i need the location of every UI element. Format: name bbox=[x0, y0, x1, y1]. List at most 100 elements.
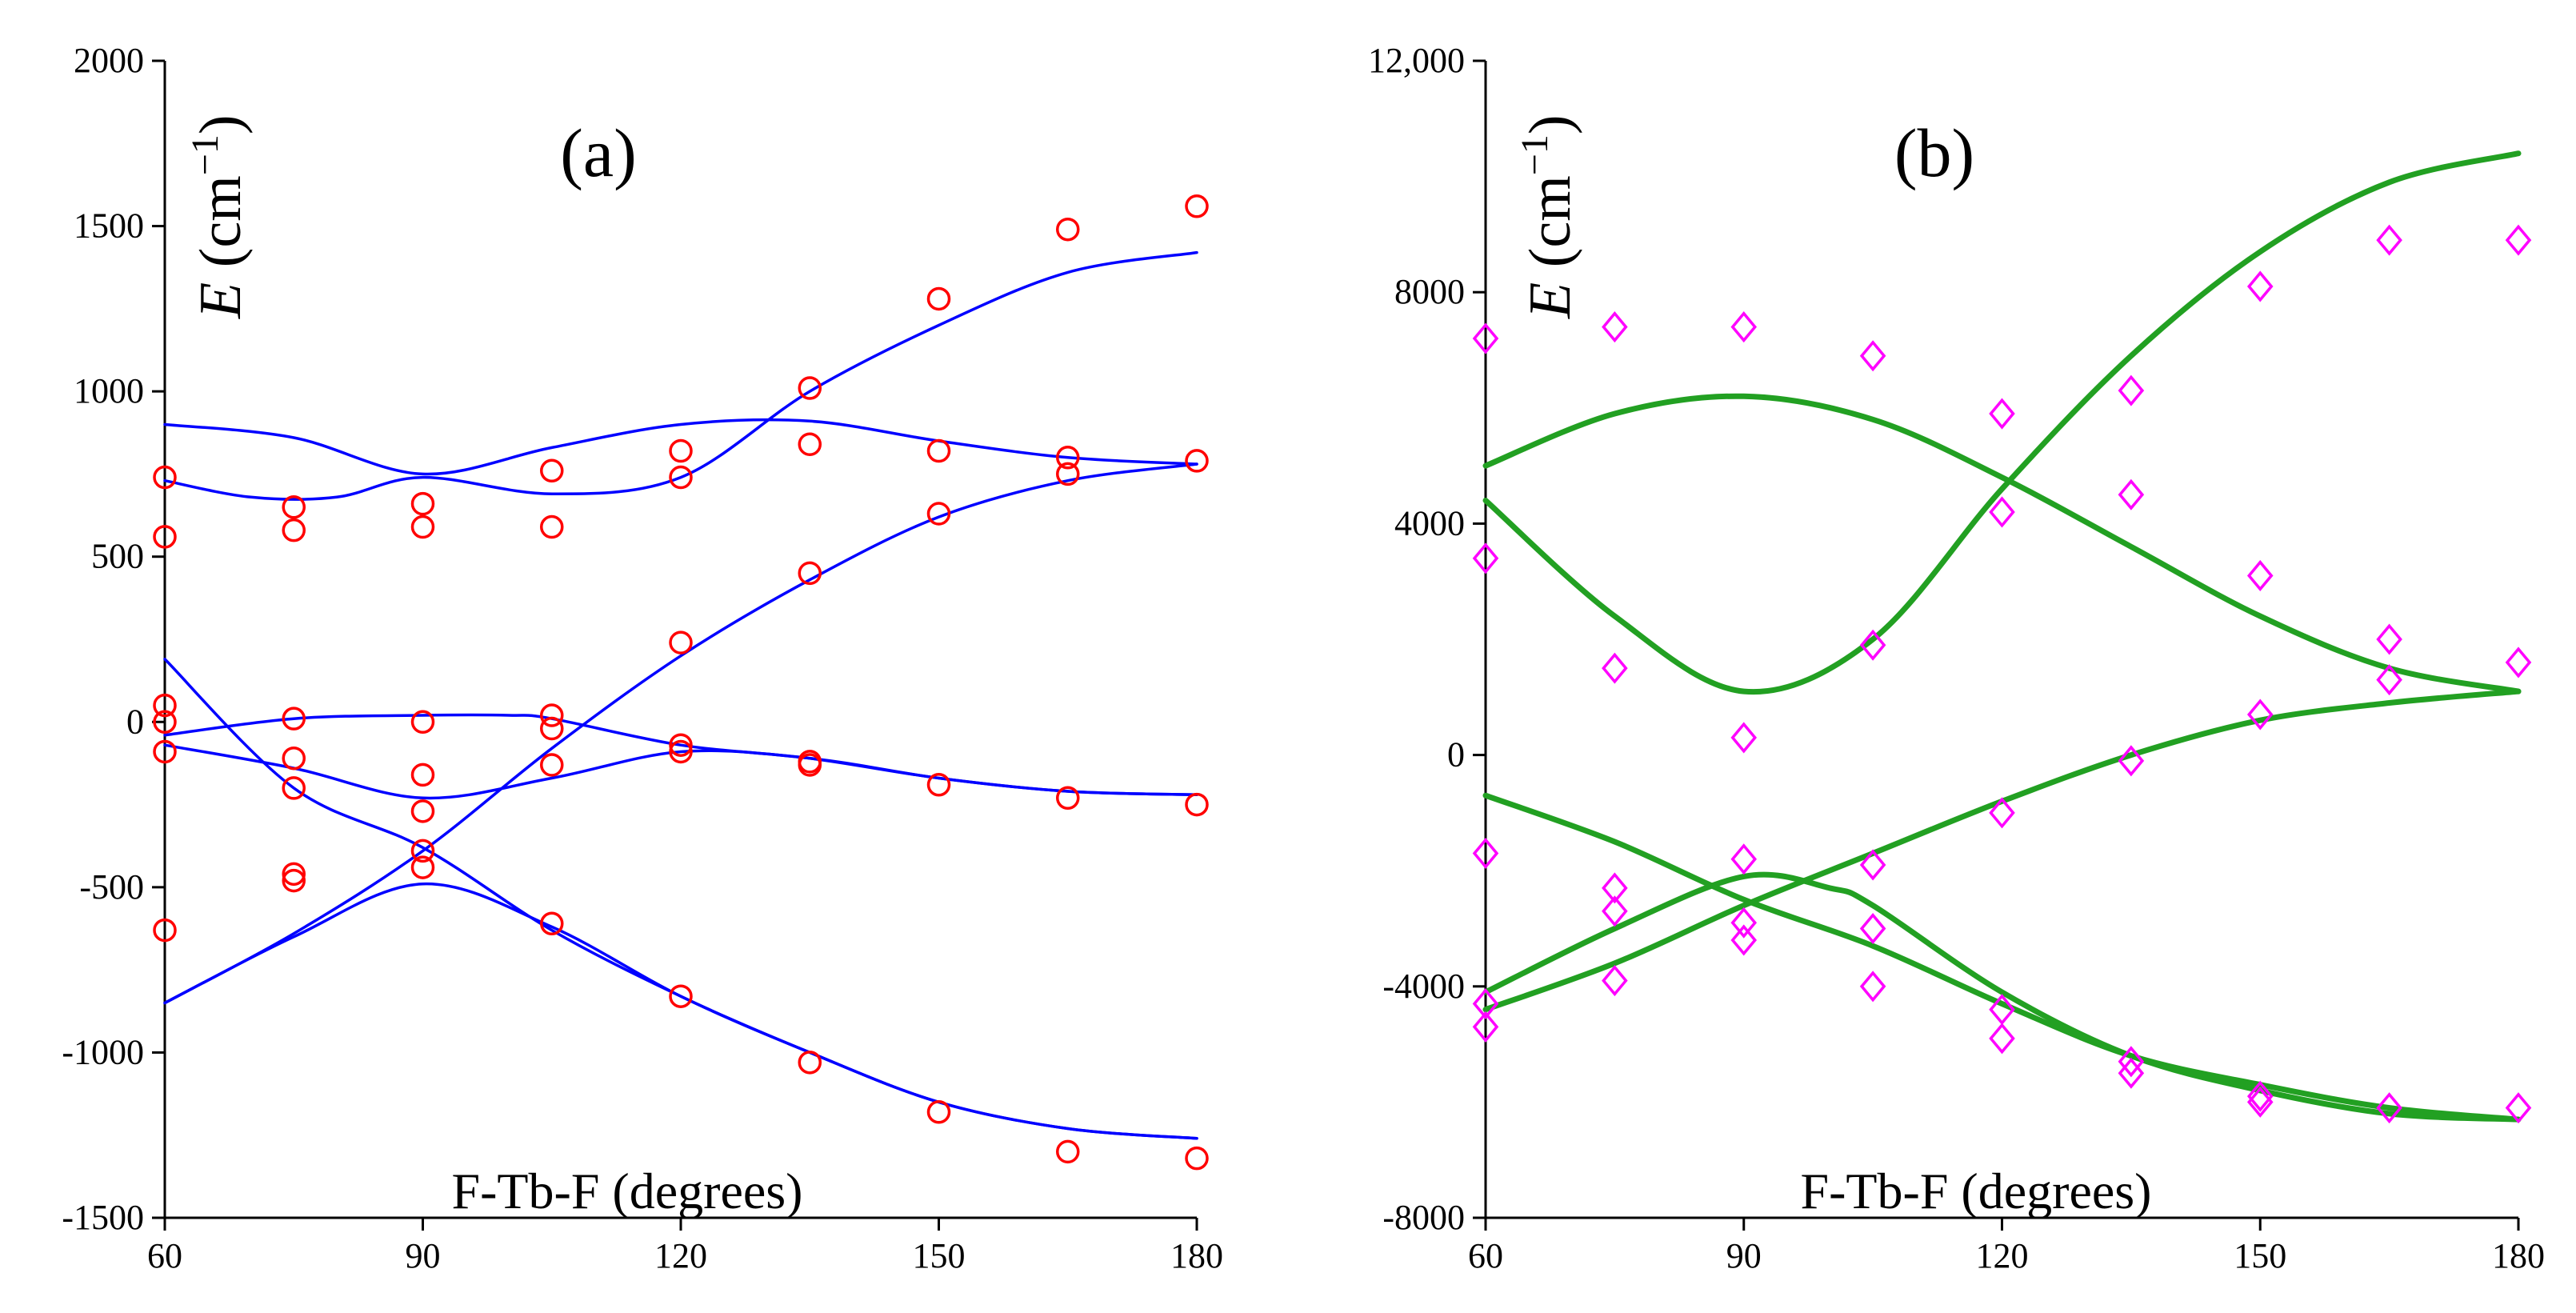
panel-b-data-point bbox=[2246, 1086, 2274, 1118]
panel-b-data-point bbox=[1472, 542, 1499, 574]
panel-b-data-point bbox=[2376, 1092, 2402, 1124]
panel-a-data-point bbox=[540, 716, 564, 741]
panel-a-series-line-1 bbox=[163, 418, 1198, 476]
panel-b-data-point bbox=[2118, 478, 2145, 510]
panel-b-data-point bbox=[1989, 797, 2015, 829]
panel-a-data-point bbox=[282, 868, 306, 893]
panel-b-ylabel-italic: E bbox=[1518, 282, 1583, 319]
panel-a-ylabel-unit: (cm bbox=[188, 175, 254, 267]
panel-b-data-point bbox=[2118, 745, 2145, 777]
panel-b-data-point bbox=[2246, 559, 2274, 592]
panel-a-data-point bbox=[153, 918, 177, 943]
panel-a-ytick-label: -1500 bbox=[62, 1198, 144, 1237]
panel-a-ytick-label: -1000 bbox=[62, 1032, 144, 1071]
panel-a-series-line-7 bbox=[163, 462, 1198, 1005]
panel-a-data-point bbox=[1185, 449, 1209, 473]
panel-a-data-point bbox=[669, 630, 693, 654]
panel-b-xtick-label: 180 bbox=[2492, 1236, 2545, 1275]
panel-b-ytick-label: 12,000 bbox=[1368, 41, 1465, 80]
panel-a-data-point bbox=[410, 839, 435, 863]
panel-b-data-point bbox=[2376, 664, 2402, 696]
panel-a-data-point bbox=[798, 1051, 822, 1075]
panel-a-ylabel-italic: E bbox=[188, 282, 254, 319]
panel-a-data-point bbox=[798, 376, 822, 400]
panel-b-data-point bbox=[1730, 311, 1758, 343]
panel-a-data-point bbox=[153, 465, 177, 490]
panel-b-series-line-3 bbox=[1482, 792, 2522, 1123]
panel-b-xtick-label: 90 bbox=[1726, 1236, 1762, 1275]
panel-a-data-point bbox=[540, 458, 564, 483]
panel-a-data-point bbox=[926, 1100, 951, 1124]
panel-a-data-point bbox=[926, 286, 951, 311]
panel-b-data-point bbox=[1859, 912, 1886, 945]
panel-a-data-point bbox=[540, 911, 564, 936]
panel-a-xtick-label: 180 bbox=[1170, 1236, 1223, 1275]
panel-a-data-point bbox=[410, 710, 435, 735]
panel-b-series-line-4 bbox=[1482, 871, 2522, 1123]
panel-a-data-point bbox=[410, 763, 435, 787]
panel-a-data-point bbox=[540, 514, 564, 539]
panel-a-data-point bbox=[410, 491, 435, 516]
panel-b-ylabel-exp: −1 bbox=[1514, 134, 1556, 175]
panel-b-ytick-label: 8000 bbox=[1394, 272, 1465, 311]
panel-b: (b) E (cm−1) F-Tb-F (degrees) -8000 -4000… bbox=[1368, 41, 2545, 1275]
panel-b-ytick-label: 4000 bbox=[1394, 503, 1465, 542]
panel-a-xtick-label: 120 bbox=[654, 1236, 707, 1275]
panel-a-data-point bbox=[669, 739, 693, 764]
panel-a-data-point bbox=[153, 693, 177, 718]
panel-a-data-point bbox=[153, 710, 177, 735]
panel-b-data-point bbox=[2246, 270, 2274, 302]
panel-a-data-point bbox=[153, 525, 177, 549]
panel-a-data-point bbox=[926, 773, 951, 797]
panel-a-data-point bbox=[669, 984, 693, 1008]
panel-a-data-point bbox=[282, 862, 306, 887]
panel-a-ytick-label: -500 bbox=[79, 867, 144, 907]
panel-b-data-point bbox=[1989, 496, 2015, 528]
panel-b-data-point bbox=[1472, 837, 1499, 870]
panel-b-ylabel: E (cm−1) bbox=[1514, 115, 1583, 319]
panel-a-data-point bbox=[798, 432, 822, 456]
panel-b-data-point bbox=[1730, 843, 1758, 875]
panel-a-data-point bbox=[410, 514, 435, 539]
panel-b-data-point bbox=[1859, 629, 1886, 661]
panel-a-data-point bbox=[1056, 1139, 1080, 1164]
panel-b-series-line-1 bbox=[1482, 393, 2522, 695]
panel-b-data-point bbox=[1602, 965, 1628, 997]
panel-b-data-point bbox=[1602, 895, 1628, 927]
panel-b-ylabel-close: ) bbox=[1518, 115, 1583, 135]
panel-b-xtick-label: 120 bbox=[1976, 1236, 2029, 1275]
panel-b-data-point bbox=[1859, 971, 1886, 1003]
panel-a-data-point bbox=[1056, 786, 1080, 811]
panel-b-data-point bbox=[1859, 340, 1886, 372]
panel-a-data-point bbox=[926, 502, 951, 526]
panel-a-data-point bbox=[669, 733, 693, 757]
panel-b-data-point bbox=[2118, 374, 2145, 406]
panel-a: (a) E (cm−1) F-Tb-F (degrees) -1500 -1000… bbox=[62, 41, 1223, 1275]
panel-a-xlabel: F-Tb-F (degrees) bbox=[452, 1163, 803, 1219]
panel-b-ytick-label: -4000 bbox=[1382, 967, 1465, 1006]
panel-a-data-point bbox=[410, 799, 435, 823]
panel-a-xtick-label: 60 bbox=[147, 1236, 182, 1275]
panel-b-ytick-label: -8000 bbox=[1382, 1198, 1465, 1237]
panel-a-data-point bbox=[282, 776, 306, 800]
panel-a-data-point bbox=[1185, 792, 1209, 817]
panel-a-xtick-label: 150 bbox=[913, 1236, 966, 1275]
panel-b-data-point bbox=[2505, 1092, 2532, 1124]
panel-b-data-point bbox=[1602, 872, 1628, 904]
panel-b-xtick-label: 150 bbox=[2234, 1236, 2286, 1275]
panel-a-data-point bbox=[540, 753, 564, 777]
panel-b-data-point bbox=[1602, 652, 1628, 684]
panel-a-data-point bbox=[1056, 217, 1080, 242]
panel-b-data-point bbox=[1472, 987, 1499, 1020]
panel-a-data-point bbox=[540, 703, 564, 727]
panel-a-data-point bbox=[282, 494, 306, 519]
panel-b-data-point bbox=[1859, 849, 1886, 881]
panel-a-data-point bbox=[669, 438, 693, 463]
panel-a-data-point bbox=[669, 465, 693, 490]
panel-a-series-line-5 bbox=[163, 743, 1198, 800]
panel-b-ylabel-unit: (cm bbox=[1518, 175, 1583, 267]
panel-b-series-line-2 bbox=[1482, 150, 2522, 695]
panel-a-ytick-label: 1500 bbox=[74, 206, 144, 246]
panel-a-data-point bbox=[1056, 462, 1080, 486]
panel-a-data-point bbox=[410, 855, 435, 879]
